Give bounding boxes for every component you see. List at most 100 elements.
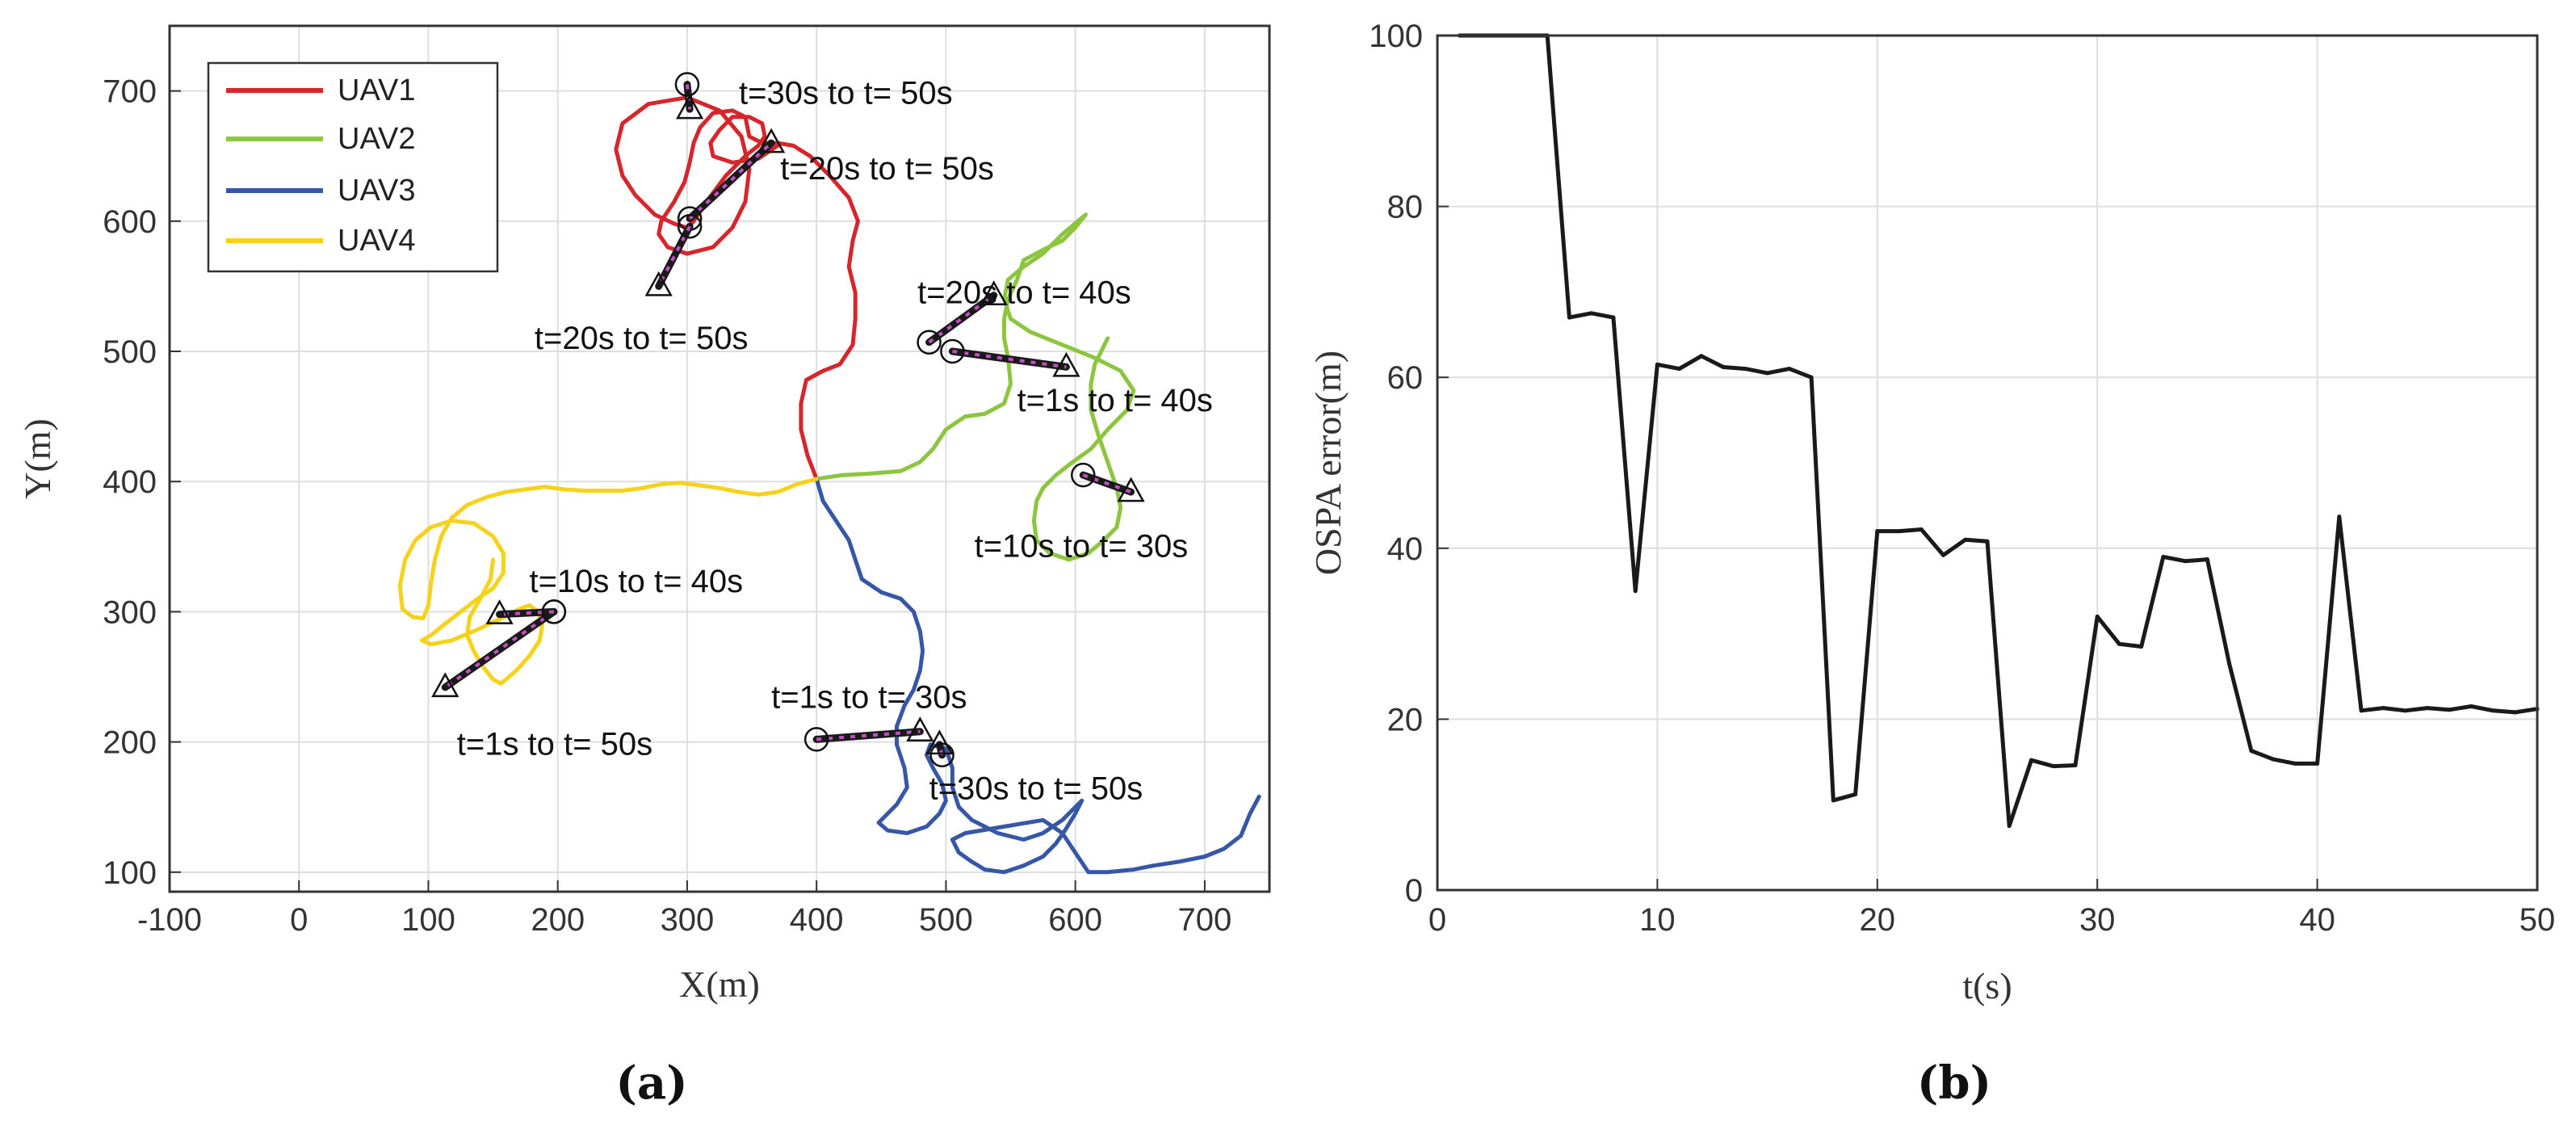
y-tick-label: 80 bbox=[1387, 190, 1424, 225]
ospa-plot-area bbox=[1437, 36, 2537, 890]
ospa-data-point bbox=[2028, 758, 2033, 762]
trajectory-plot-frame bbox=[168, 24, 1271, 893]
ospa-data-point bbox=[1985, 539, 1990, 544]
trajectory-series bbox=[397, 95, 1261, 875]
track-start-marker bbox=[929, 742, 954, 767]
ospa-y-axis-label: OSPA error(m) bbox=[1307, 351, 1349, 575]
ospa-chart: 0 10 20 30 40 50 0 20 40 60 80 100 t(s) OSPA error… bbox=[1307, 19, 2555, 1110]
ospa-data-point bbox=[2513, 710, 2518, 715]
x-tick-label: 600 bbox=[1048, 902, 1102, 938]
x-tick-label: 500 bbox=[919, 902, 973, 938]
ospa-x-axis-label: t(s) bbox=[1962, 965, 2012, 1006]
ospa-data-point bbox=[2359, 708, 2364, 713]
track-annotation: t=10s to t= 40s bbox=[529, 564, 743, 599]
ospa-data-point bbox=[2139, 644, 2144, 649]
track-annotation: t=1s to t= 50s bbox=[457, 727, 652, 762]
x-tick-label: -100 bbox=[137, 902, 202, 938]
estimated-target-track bbox=[928, 294, 995, 344]
ospa-data-point bbox=[2315, 761, 2320, 766]
trajectory-x-axis-label: X(m) bbox=[679, 964, 760, 1005]
ospa-data-point bbox=[1721, 365, 1726, 370]
trajectory-line-uav2 bbox=[814, 212, 1136, 562]
y-tick-label: 200 bbox=[103, 725, 157, 761]
target-tracks bbox=[431, 72, 1145, 767]
ospa-data-point bbox=[2183, 559, 2188, 564]
track-end-marker bbox=[676, 94, 704, 120]
true-target-track bbox=[441, 607, 558, 691]
ospa-data-point bbox=[1611, 315, 1616, 320]
x-tick-label: 10 bbox=[1639, 902, 1676, 938]
track-end-marker bbox=[1052, 351, 1080, 377]
ospa-data-point bbox=[1831, 798, 1836, 803]
ospa-data-point bbox=[2447, 708, 2452, 712]
track-start-marker bbox=[1071, 462, 1096, 488]
ospa-data-point bbox=[2051, 764, 2056, 769]
track-start-marker bbox=[940, 338, 965, 364]
estimated-target-track bbox=[1082, 473, 1132, 494]
ospa-data-point bbox=[2161, 554, 2166, 559]
track-start-marker bbox=[677, 214, 703, 239]
y-tick-label: 100 bbox=[1369, 19, 1423, 54]
ospa-data-point bbox=[1941, 552, 1946, 557]
track-annotation: t=1s to t= 40s bbox=[1017, 383, 1213, 418]
ospa-data-point bbox=[2073, 763, 2078, 768]
y-tick-label: 20 bbox=[1387, 702, 1424, 737]
ospa-x-ticks: 0 10 20 30 40 50 bbox=[1429, 879, 2555, 938]
ospa-data-point bbox=[1699, 354, 1704, 359]
ospa-data-point bbox=[2117, 641, 2121, 646]
x-tick-label: 300 bbox=[661, 902, 715, 938]
ospa-data-point bbox=[1919, 527, 1924, 532]
track-end-marker bbox=[906, 716, 934, 741]
track-annotation: t=20s to t= 50s bbox=[535, 321, 749, 356]
x-tick-label: 0 bbox=[290, 902, 308, 938]
x-tick-label: 50 bbox=[2519, 902, 2556, 938]
ospa-data-point bbox=[2271, 757, 2276, 762]
ospa-data-point bbox=[1897, 529, 1902, 534]
ospa-data-point bbox=[2249, 749, 2254, 754]
track-annotation: t=20s to t= 40s bbox=[917, 275, 1131, 310]
panel-label-a: (a) bbox=[615, 1056, 687, 1110]
estimated-target-track bbox=[688, 141, 773, 220]
track-annotation: t=1s to t= 30s bbox=[771, 680, 967, 716]
ospa-data-point bbox=[1765, 371, 1770, 376]
legend-label-uav1: UAV1 bbox=[338, 74, 415, 107]
ospa-data-point bbox=[1853, 792, 1858, 797]
ospa-data-point bbox=[1633, 589, 1638, 594]
y-tick-label: 100 bbox=[103, 855, 157, 891]
trajectory-chart: -100 0 100 200 300 400 500 600 700 100 200 300 400 5… bbox=[17, 24, 1271, 1110]
ospa-series bbox=[1457, 33, 2540, 829]
ospa-data-point bbox=[2337, 514, 2342, 519]
ospa-data-point bbox=[1743, 367, 1747, 372]
legend-label-uav4: UAV4 bbox=[338, 224, 415, 258]
trajectory-y-axis-label: Y(m) bbox=[17, 418, 58, 499]
track-end-marker bbox=[485, 599, 514, 624]
x-tick-label: 30 bbox=[2079, 902, 2116, 938]
y-tick-label: 500 bbox=[103, 334, 157, 370]
ospa-plot-frame bbox=[1436, 34, 2539, 892]
ospa-data-point bbox=[2095, 614, 2100, 619]
track-start-marker bbox=[917, 330, 942, 355]
ospa-data-point bbox=[2227, 662, 2232, 666]
track-end-marker bbox=[644, 271, 673, 296]
panel-label-b: (b) bbox=[1917, 1056, 1991, 1110]
ospa-data-point bbox=[1567, 315, 1571, 320]
trajectory-legend: UAV1 UAV2 UAV3 UAV4 bbox=[207, 61, 499, 273]
y-tick-label: 600 bbox=[103, 204, 157, 240]
ospa-data-point bbox=[1655, 362, 1659, 367]
legend-label-uav3: UAV3 bbox=[338, 174, 415, 208]
legend-label-uav2: UAV2 bbox=[338, 122, 415, 156]
ospa-data-point bbox=[2425, 706, 2430, 711]
y-tick-label: 300 bbox=[103, 594, 157, 630]
track-start-marker bbox=[541, 599, 567, 624]
ospa-data-point bbox=[1963, 537, 1968, 542]
y-tick-label: 700 bbox=[103, 74, 157, 110]
track-end-marker bbox=[980, 280, 1008, 305]
ospa-error-line bbox=[1459, 33, 2538, 829]
y-tick-label: 400 bbox=[103, 464, 157, 500]
trajectory-y-ticks: 100 200 300 400 500 600 700 bbox=[103, 74, 181, 891]
ospa-data-point bbox=[1589, 311, 1594, 316]
trajectory-annotations: t=30s to t= 50s t=20s to t= 50s t=20s to t… bbox=[457, 76, 1213, 807]
estimated-target-track bbox=[499, 610, 554, 616]
true-target-track bbox=[812, 728, 924, 743]
